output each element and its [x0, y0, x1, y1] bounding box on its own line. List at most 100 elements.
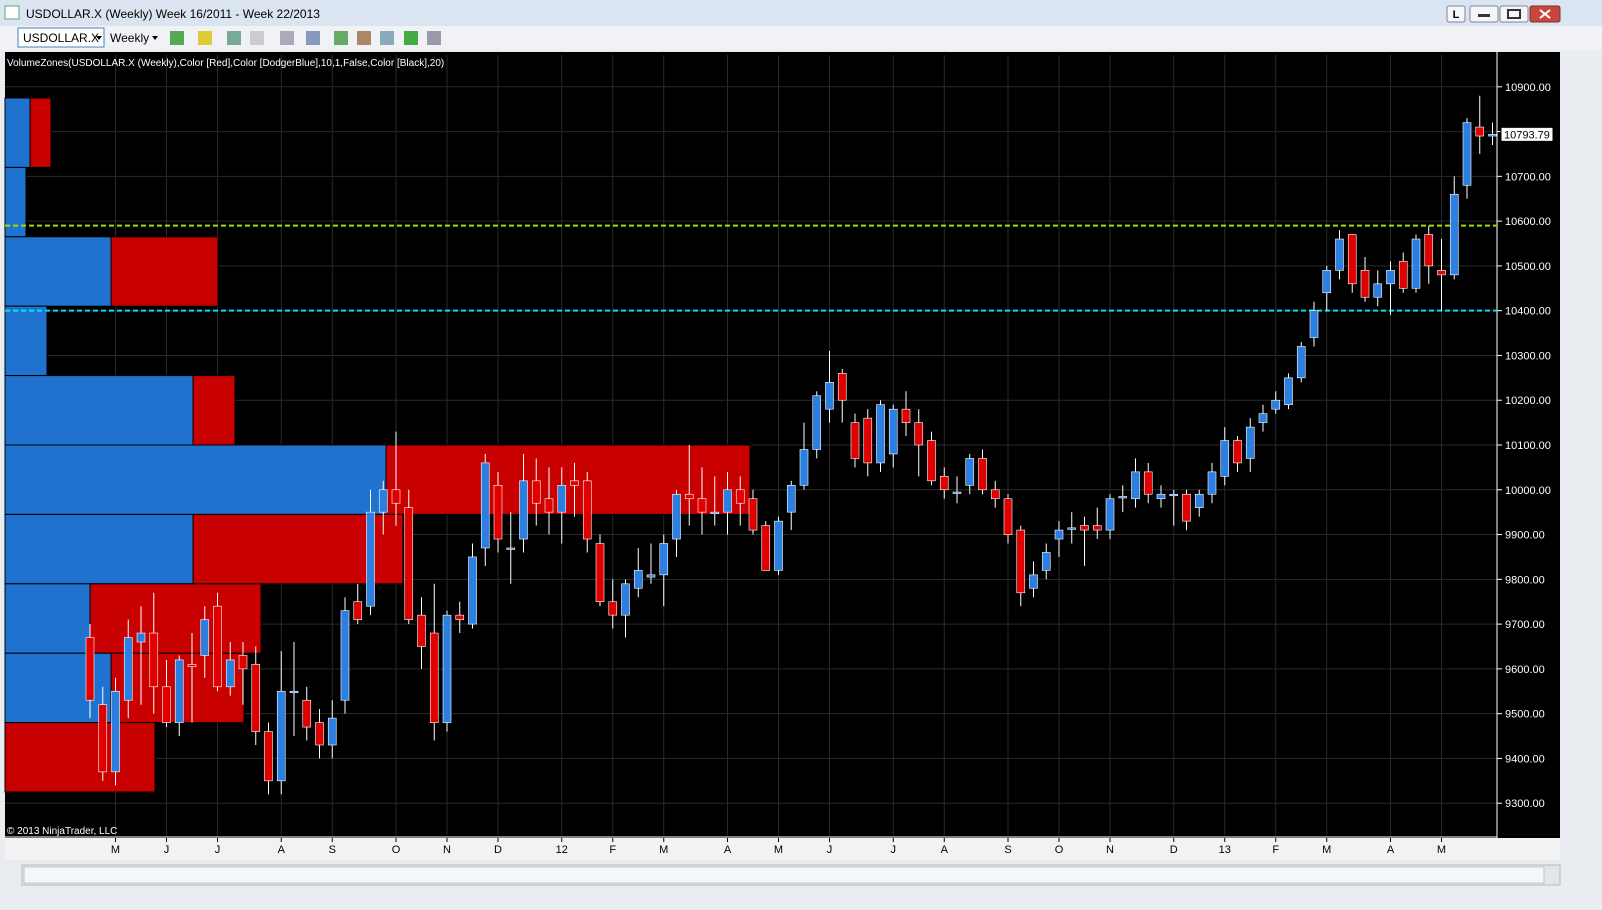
search-button[interactable]: [306, 31, 320, 45]
candle-body: [1335, 238, 1344, 271]
y-tick-label: 9900.00: [1505, 530, 1545, 542]
scrollbar-thumb[interactable]: [23, 866, 1545, 884]
bar-type-button[interactable]: [170, 31, 184, 45]
candle-body: [1322, 270, 1332, 294]
candle-body: [455, 614, 465, 620]
y-tick-label: 10700.00: [1505, 171, 1551, 183]
candle-body: [340, 610, 350, 701]
candle-body: [289, 690, 299, 694]
candle-body: [1386, 270, 1395, 285]
candle-body: [1437, 270, 1446, 276]
candle-body: [1296, 346, 1306, 379]
candle-body: [646, 574, 656, 578]
candle-body: [888, 408, 898, 455]
candle-body: [1347, 234, 1357, 285]
draw-button[interactable]: [198, 31, 212, 45]
maximize-button[interactable]: [1499, 5, 1529, 23]
x-tick-label: M: [774, 844, 783, 856]
candle-body: [480, 462, 490, 549]
candle-body: [264, 731, 273, 782]
candle-body: [684, 493, 694, 500]
strategies-button[interactable]: [380, 31, 394, 45]
candle-body: [595, 543, 605, 603]
candle-body: [238, 655, 248, 670]
x-tick-label: A: [941, 844, 949, 856]
period-selector[interactable]: Weekly: [110, 31, 149, 45]
x-tick-label: 13: [1219, 844, 1231, 856]
candle-body: [1054, 529, 1064, 540]
candle-body: [85, 637, 95, 701]
candle-body: [1411, 238, 1421, 289]
candle-body: [213, 605, 222, 688]
orders-button[interactable]: [404, 31, 418, 45]
candle-body: [914, 422, 924, 446]
candle-body: [1488, 134, 1497, 137]
candle-body: [1449, 193, 1459, 276]
candle-body: [366, 511, 375, 607]
indicators-button[interactable]: [357, 31, 371, 45]
candle-body: [633, 570, 643, 589]
candle-body: [1105, 498, 1115, 531]
candle-body: [990, 489, 1000, 500]
candle-body: [149, 632, 159, 688]
zone-up-volume: [4, 652, 112, 724]
x-tick-label: J: [891, 844, 897, 856]
candle-body: [276, 690, 286, 782]
candle-body: [761, 525, 771, 571]
link-button[interactable]: [1446, 5, 1466, 23]
candle-body: [837, 373, 847, 401]
candle-body: [1233, 440, 1242, 464]
candle-body: [98, 704, 108, 773]
candle-body: [200, 619, 210, 656]
candle-body: [1475, 126, 1485, 137]
x-tick-label: M: [111, 844, 120, 856]
cursor-button[interactable]: [280, 31, 294, 45]
candle-body: [353, 601, 363, 620]
zoom-out-button[interactable]: [250, 31, 264, 45]
candle-body: [812, 395, 822, 450]
x-tick-label: A: [1387, 844, 1395, 856]
y-tick-label: 10600.00: [1505, 216, 1551, 228]
x-tick-label: D: [1170, 844, 1178, 856]
zone-down-volume: [385, 444, 751, 515]
data-box-button[interactable]: [334, 31, 348, 45]
symbol-selector[interactable]: [17, 27, 105, 48]
y-tick-label: 10500.00: [1505, 261, 1551, 273]
x-tick-label: S: [329, 844, 336, 856]
candle-body: [251, 664, 261, 732]
candle-body: [162, 686, 171, 723]
candle-body: [1067, 527, 1077, 530]
zone-down-volume: [110, 236, 219, 307]
candle-body: [404, 507, 414, 620]
app-icon: [4, 5, 20, 20]
candle-body: [570, 480, 579, 486]
properties-button[interactable]: [427, 31, 441, 45]
zoom-in-button[interactable]: [227, 31, 241, 45]
y-tick-label: 9500.00: [1505, 709, 1545, 721]
last-price-box: [1500, 126, 1554, 142]
zone-up-volume: [4, 97, 31, 168]
candle-body: [1398, 261, 1408, 289]
symbol-selector-label[interactable]: USDOLLAR.X: [23, 31, 99, 45]
y-tick-label: 10900.00: [1505, 82, 1551, 94]
zone-down-volume: [4, 722, 156, 793]
candle-body: [302, 699, 312, 728]
candle-body: [927, 440, 936, 482]
link-button-label[interactable]: L: [1453, 9, 1460, 21]
candle-body: [1029, 574, 1038, 589]
candle-body: [876, 404, 885, 464]
candle-body: [315, 722, 324, 746]
candle-body: [939, 476, 949, 491]
candle-body: [1016, 529, 1026, 594]
zone-up-volume: [4, 305, 48, 377]
candle-body: [225, 659, 235, 688]
y-tick-label: 9400.00: [1505, 753, 1545, 765]
candle-body: [544, 498, 554, 513]
candle-body: [1156, 493, 1166, 500]
y-tick-label: 10200.00: [1505, 395, 1551, 407]
y-tick-label: 9800.00: [1505, 574, 1545, 586]
candle-body: [1207, 471, 1217, 495]
candle-body: [723, 489, 732, 513]
x-tick-label: F: [609, 844, 616, 856]
y-tick-label: 9600.00: [1505, 664, 1545, 676]
